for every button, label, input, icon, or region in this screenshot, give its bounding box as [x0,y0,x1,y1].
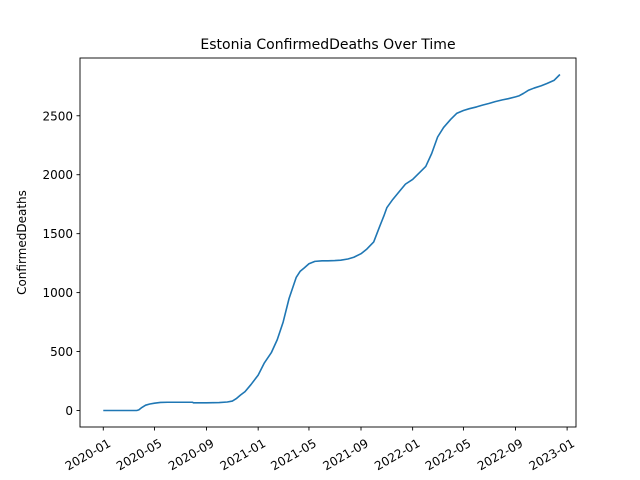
y-axis: 0 500 1000 1500 2000 2500 [42,109,80,418]
plot-area [80,58,576,427]
y-tick-label: 2500 [42,109,73,123]
y-tick-label: 2000 [42,168,73,182]
series-line-confirmed-deaths [103,73,561,412]
y-tick-label: 0 [65,404,73,418]
y-axis-label: ConfirmedDeaths [15,190,29,295]
plot-frame [79,57,577,428]
y-tick-label: 1000 [42,286,73,300]
y-tick-label: 500 [50,345,73,359]
chart-title: Estonia ConfirmedDeaths Over Time [200,37,455,53]
y-tick-label: 1500 [42,227,73,241]
